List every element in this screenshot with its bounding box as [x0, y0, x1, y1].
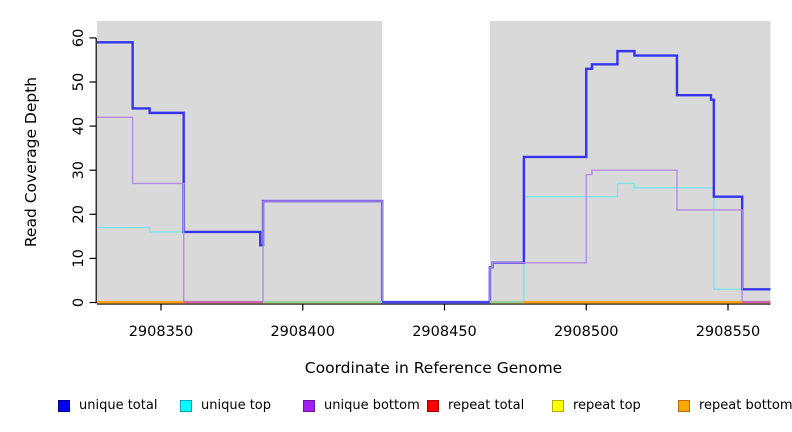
legend-item-unique-top: unique top [180, 396, 271, 416]
legend-item-unique-bottom: unique bottom [303, 396, 420, 416]
series-line-unique-bottom [97, 116, 771, 304]
legend-swatch [303, 400, 315, 412]
y-tick-label: 50 [71, 73, 87, 91]
y-tick-label: 20 [71, 205, 87, 223]
legend-item-label: repeat bottom [699, 398, 792, 413]
y-tick-label: 60 [71, 29, 87, 47]
legend-swatch [427, 400, 439, 412]
legend-item-unique-total: unique total [58, 396, 157, 416]
legend-item-label: repeat total [448, 398, 525, 413]
legend-item-label: repeat top [573, 398, 641, 413]
x-tick-label: 2908350 [129, 324, 194, 340]
y-axis-title: Read Coverage Depth [22, 76, 40, 248]
legend-item-repeat-top: repeat top [552, 396, 641, 416]
legend-item-label: unique top [201, 398, 272, 413]
y-tick-label: 40 [71, 117, 87, 135]
legend-swatch [678, 400, 690, 412]
x-axis-title: Coordinate in Reference Genome [304, 359, 563, 377]
x-tick-label: 2908450 [412, 324, 477, 340]
legend-item-label: unique bottom [324, 398, 420, 413]
x-tick-label: 2908400 [270, 324, 335, 340]
y-tick-label: 10 [71, 249, 87, 267]
legend-item-label: unique total [79, 398, 158, 413]
x-tick-label: 2908550 [696, 324, 761, 340]
legend-swatch [180, 400, 192, 412]
legend-item-repeat-bottom: repeat bottom [678, 396, 792, 416]
y-tick-label: 30 [71, 161, 87, 179]
y-tick-label: 0 [71, 298, 87, 307]
legend-swatch [58, 400, 70, 412]
legend: unique total unique top unique bottom repea… [0, 396, 792, 418]
legend-item-repeat-total: repeat total [427, 396, 524, 416]
gap-band [382, 21, 490, 303]
legend-swatch [552, 400, 564, 412]
x-tick-label: 2908500 [554, 324, 619, 340]
